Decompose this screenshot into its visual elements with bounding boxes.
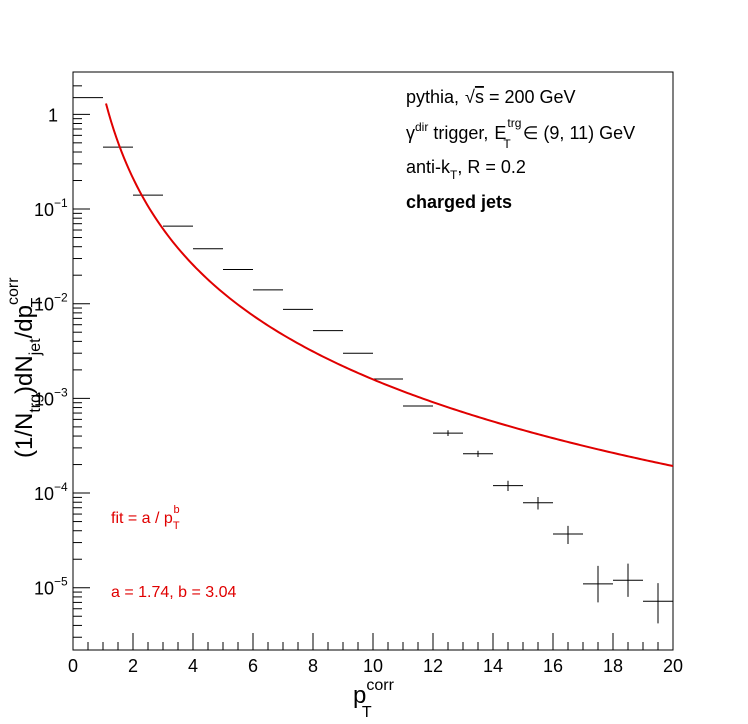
fit-curve	[105, 103, 674, 468]
y-tick-label: 10−1	[34, 196, 68, 220]
x-tick-label: 4	[188, 656, 198, 676]
x-axis-tick-labels: 0 2 4 6 8 10 12 14 16 18 20	[68, 656, 683, 676]
data-points	[73, 97, 673, 624]
data-point	[433, 430, 463, 437]
data-point	[583, 565, 613, 603]
x-tick-label: 20	[663, 656, 683, 676]
fit-parameters: a = 1.74, b = 3.04	[111, 584, 237, 601]
data-point	[463, 450, 493, 458]
x-axis-title-text: pcorr T	[353, 677, 395, 721]
x-tick-label: 18	[603, 656, 623, 676]
legend-line-1: pythia, √s = 200 GeV	[406, 87, 576, 107]
data-point	[553, 525, 583, 544]
data-point	[613, 563, 643, 597]
x-tick-label: 2	[128, 656, 138, 676]
x-tick-label: 12	[423, 656, 443, 676]
x-tick-label: 0	[68, 656, 78, 676]
x-axis-title: pcorr T	[353, 677, 395, 721]
x-axis-ticks	[72, 633, 674, 650]
legend-line-4: charged jets	[406, 192, 512, 212]
x-tick-label: 8	[308, 656, 318, 676]
y-tick-label: 10−5	[34, 575, 68, 599]
legend-line-2: γdir trigger, Etrg T∈ (9, 11) GeV	[406, 116, 635, 151]
y-axis-title: (1/Ntrg)dNjet/dpcorr T	[5, 277, 46, 458]
y-tick-label: 10−3	[34, 385, 68, 409]
x-tick-label: 16	[543, 656, 563, 676]
data-point	[493, 480, 523, 492]
y-axis-tick-labels: 1 10−1 10−2 10−3 10−4 10−5	[34, 105, 68, 598]
y-tick-label: 10−4	[34, 480, 68, 504]
x-tick-label: 14	[483, 656, 503, 676]
y-axis-title-text: (1/Ntrg)dNjet/dpcorr T	[5, 277, 46, 458]
y-tick-label: 1	[48, 105, 58, 125]
x-tick-label: 10	[363, 656, 383, 676]
data-point	[643, 583, 673, 624]
legend-line-3: anti-kT, R = 0.2	[406, 157, 526, 182]
x-tick-label: 6	[248, 656, 258, 676]
legend-block: pythia, √s = 200 GeV γdir trigger, Etrg T∈ (9…	[111, 87, 635, 601]
fit-formula: fit = a / pTb	[111, 504, 180, 532]
data-point	[523, 496, 553, 510]
y-axis-ticks	[73, 85, 90, 638]
y-tick-label: 10−2	[34, 291, 68, 315]
